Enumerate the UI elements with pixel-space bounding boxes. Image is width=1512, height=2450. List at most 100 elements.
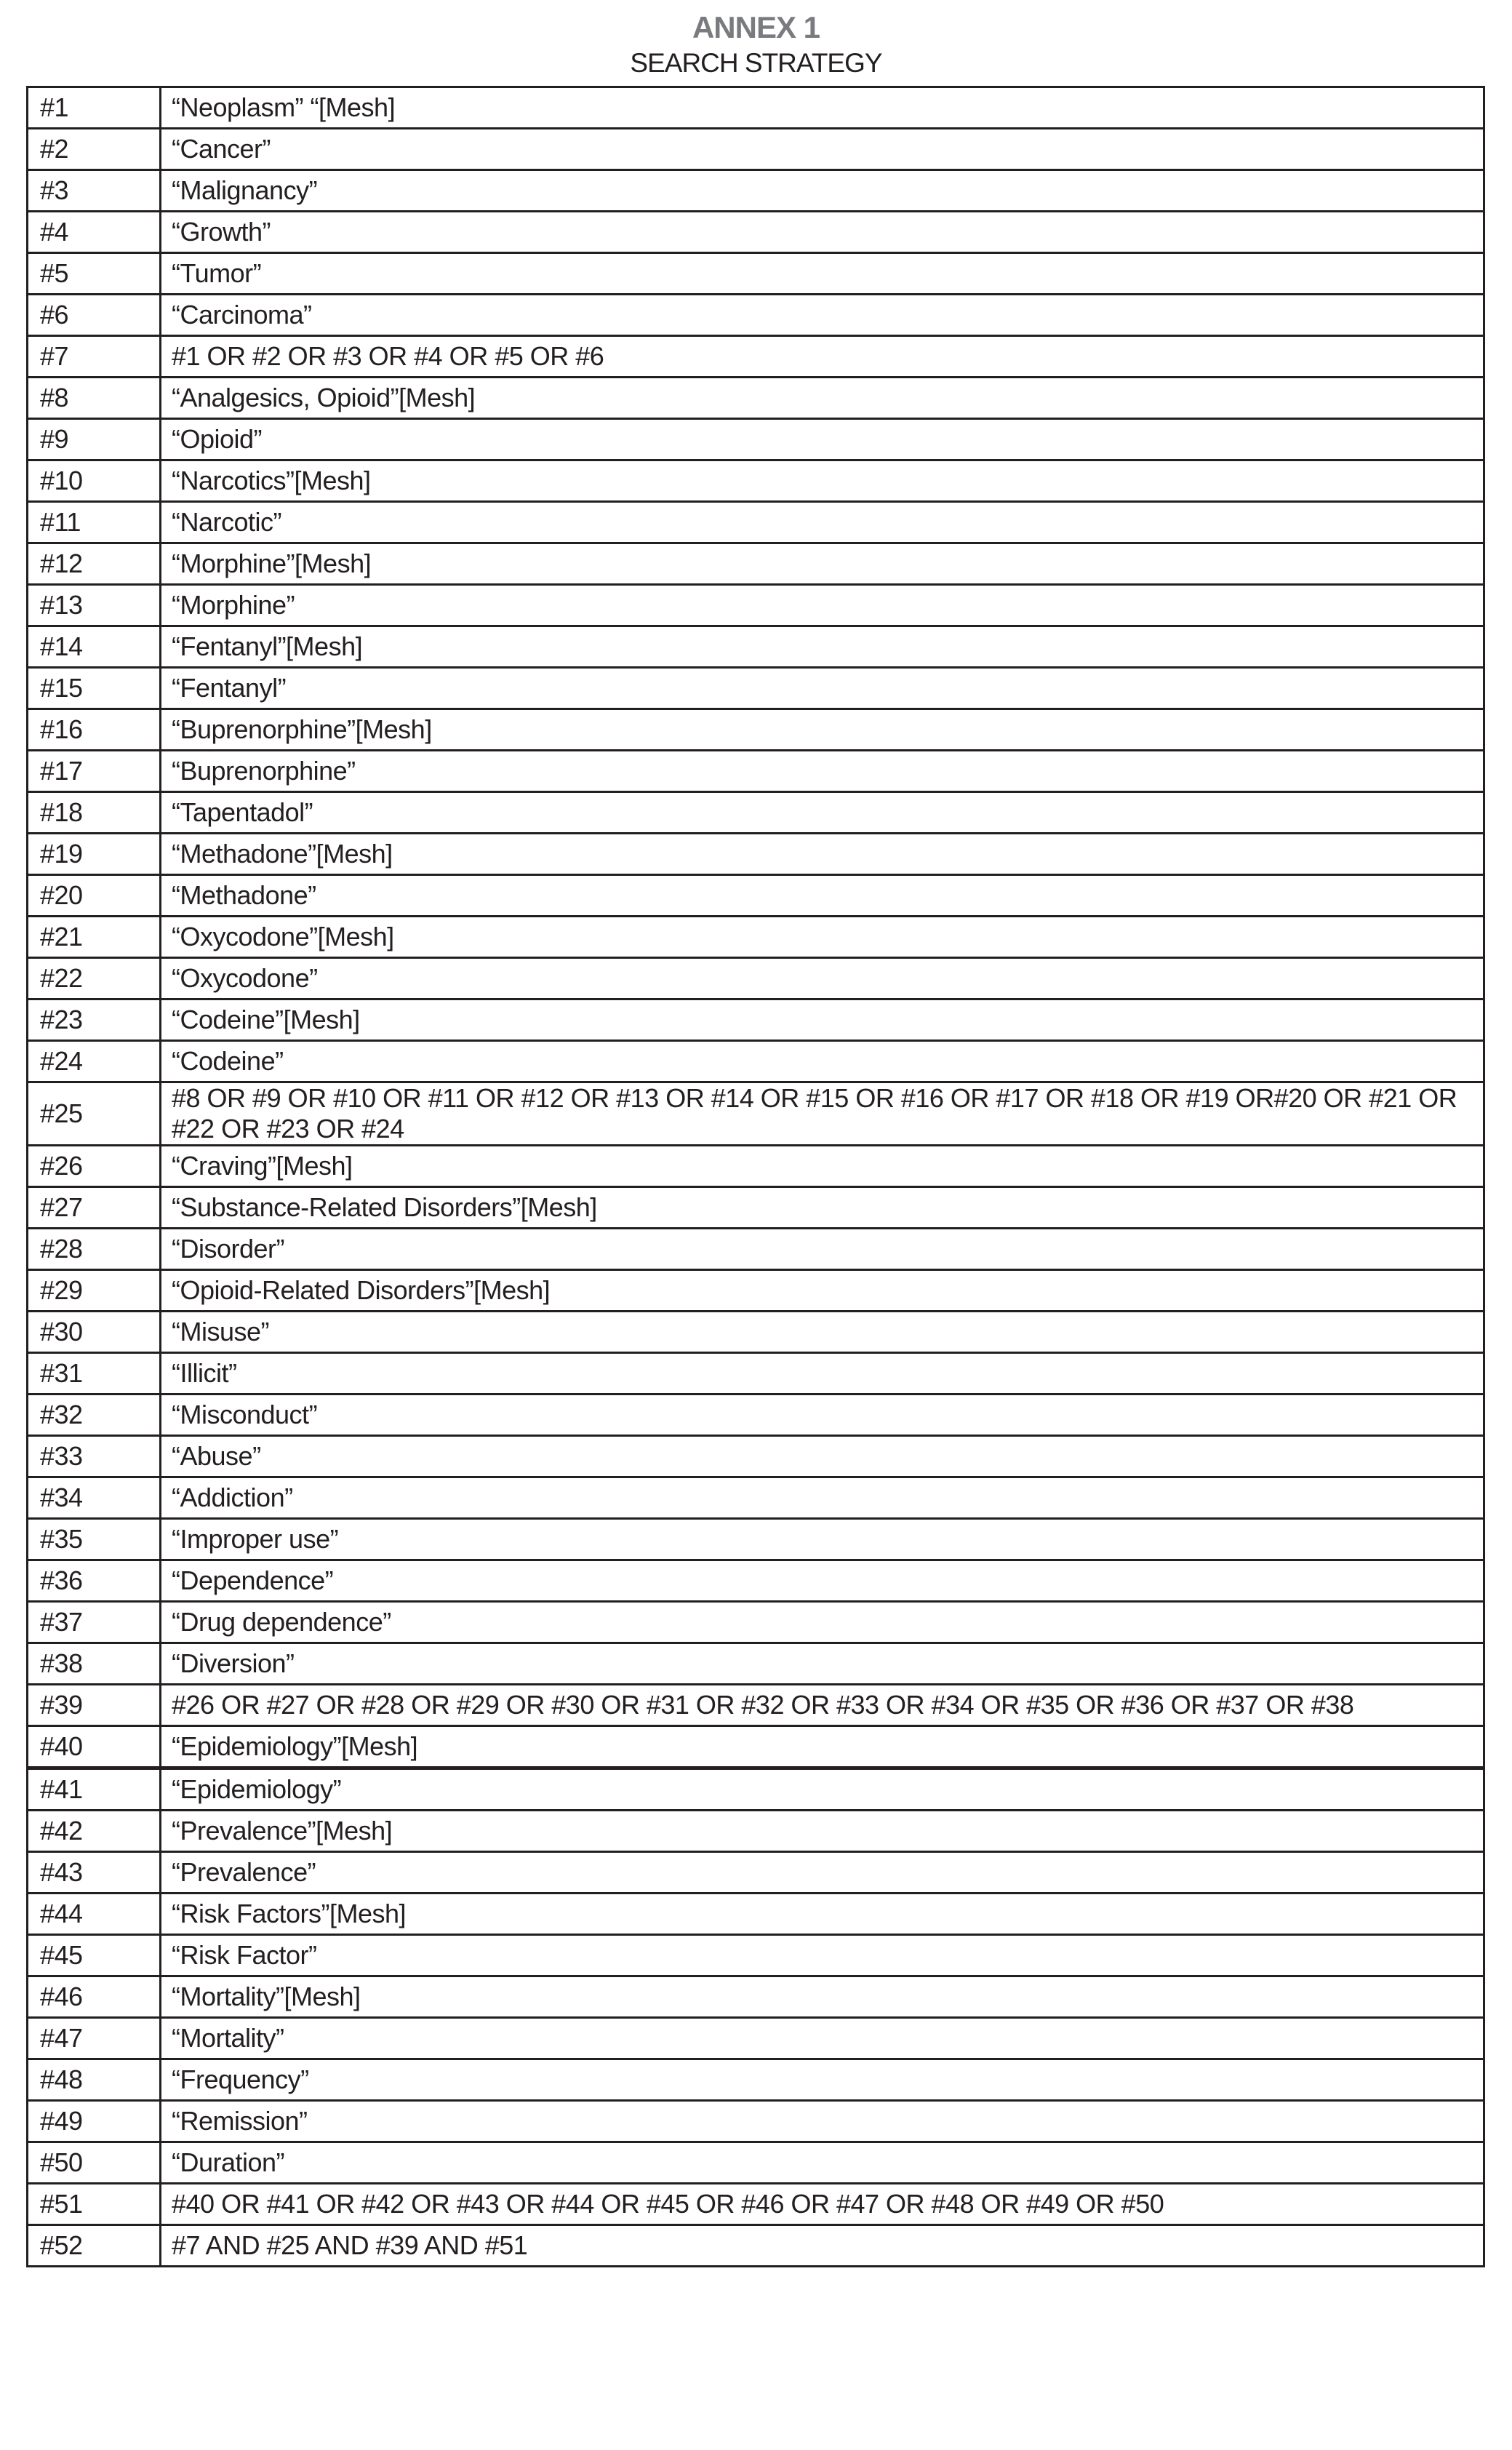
table-row: #37 “Drug dependence” [26,1600,1485,1644]
search-number: #38 [26,1642,161,1685]
search-number: #18 [26,791,161,834]
search-query: #7 AND #25 AND #39 AND #51 [159,2224,1485,2267]
search-query: “Codeine”[Mesh] [159,998,1485,1042]
table-row: #40 “Epidemiology”[Mesh] [26,1725,1485,1769]
search-query: “Illicit” [159,1352,1485,1395]
table-row: #39 #26 OR #27 OR #28 OR #29 OR #30 OR #3… [26,1683,1485,1727]
search-query: “Epidemiology” [159,1766,1485,1811]
search-query: “Mortality”[Mesh] [159,1975,1485,2019]
table-row: #18 “Tapentadol” [26,791,1485,834]
search-number: #25 [26,1081,161,1146]
search-number: #34 [26,1476,161,1520]
search-number: #6 [26,293,161,337]
search-query: “Epidemiology”[Mesh] [159,1725,1485,1769]
table-row: #38 “Diversion” [26,1642,1485,1685]
table-row: #45 “Risk Factor” [26,1934,1485,1977]
search-query: “Opioid-Related Disorders”[Mesh] [159,1269,1485,1312]
search-number: #3 [26,169,161,212]
search-query: “Oxycodone” [159,957,1485,1000]
table-row: #11 “Narcotic” [26,500,1485,544]
table-row: #44 “Risk Factors”[Mesh] [26,1892,1485,1936]
table-row: #5 “Tumor” [26,252,1485,295]
search-number: #21 [26,915,161,959]
table-row: #28 “Disorder” [26,1227,1485,1271]
search-query: “Misuse” [159,1310,1485,1354]
search-query: “Opioid” [159,418,1485,461]
search-query: “Remission” [159,2099,1485,2143]
table-row: #12 “Morphine”[Mesh] [26,542,1485,586]
search-query: “Duration” [159,2141,1485,2184]
search-query: “Methadone”[Mesh] [159,832,1485,876]
table-row: #1 “Neoplasm” “[Mesh] [26,86,1485,129]
annex-subtitle: SEARCH STRATEGY [630,48,882,78]
table-row: #30 “Misuse” [26,1310,1485,1354]
search-number: #10 [26,459,161,503]
search-number: #16 [26,708,161,751]
search-number: #31 [26,1352,161,1395]
table-row: #8 “Analgesics, Opioid”[Mesh] [26,376,1485,420]
search-query: “Abuse” [159,1435,1485,1478]
search-number: #50 [26,2141,161,2184]
search-query: “Prevalence”[Mesh] [159,1809,1485,1853]
table-row: #48 “Frequency” [26,2058,1485,2102]
search-number: #30 [26,1310,161,1354]
search-number: #7 [26,335,161,378]
search-number: #47 [26,2016,161,2060]
table-row: #20 “Methadone” [26,874,1485,917]
table-row: #36 “Dependence” [26,1559,1485,1603]
table-row: #17 “Buprenorphine” [26,749,1485,793]
search-number: #4 [26,210,161,254]
table-row: #51 #40 OR #41 OR #42 OR #43 OR #44 OR #4… [26,2182,1485,2226]
search-query: “Misconduct” [159,1393,1485,1437]
search-query: “Narcotics”[Mesh] [159,459,1485,503]
search-query: “Tapentadol” [159,791,1485,834]
search-number: #11 [26,500,161,544]
table-row: #22 “Oxycodone” [26,957,1485,1000]
table-row: #7 #1 OR #2 OR #3 OR #4 OR #5 OR #6 [26,335,1485,378]
table-row: #13 “Morphine” [26,583,1485,627]
table-row: #42 “Prevalence”[Mesh] [26,1809,1485,1853]
table-row: #4 “Growth” [26,210,1485,254]
search-number: #33 [26,1435,161,1478]
search-query: “Analgesics, Opioid”[Mesh] [159,376,1485,420]
search-query: “Improper use” [159,1517,1485,1561]
search-number: #8 [26,376,161,420]
search-number: #45 [26,1934,161,1977]
table-row: #25 #8 OR #9 OR #10 OR #11 OR #12 OR #13 … [26,1081,1485,1146]
search-query: “Carcinoma” [159,293,1485,337]
table-row: #35 “Improper use” [26,1517,1485,1561]
search-number: #52 [26,2224,161,2267]
table-row: #19 “Methadone”[Mesh] [26,832,1485,876]
search-query: “Risk Factors”[Mesh] [159,1892,1485,1936]
search-number: #35 [26,1517,161,1561]
search-number: #42 [26,1809,161,1853]
search-number: #12 [26,542,161,586]
search-query: “Risk Factor” [159,1934,1485,1977]
table-row: #3 “Malignancy” [26,169,1485,212]
table-row: #24 “Codeine” [26,1040,1485,1083]
search-strategy-table: #1 “Neoplasm” “[Mesh] #2 “Cancer” #3 “Maligna… [26,86,1485,2267]
search-query: “Morphine”[Mesh] [159,542,1485,586]
table-row: #21 “Oxycodone”[Mesh] [26,915,1485,959]
search-query: “Mortality” [159,2016,1485,2060]
table-row: #15 “Fentanyl” [26,666,1485,710]
search-query: “Buprenorphine” [159,749,1485,793]
search-number: #2 [26,127,161,171]
table-row: #31 “Illicit” [26,1352,1485,1395]
table-row: #50 “Duration” [26,2141,1485,2184]
search-query: “Prevalence” [159,1851,1485,1894]
table-row: #6 “Carcinoma” [26,293,1485,337]
search-number: #23 [26,998,161,1042]
search-number: #48 [26,2058,161,2102]
search-number: #37 [26,1600,161,1644]
search-query: “Disorder” [159,1227,1485,1271]
search-number: #43 [26,1851,161,1894]
table-row: #16 “Buprenorphine”[Mesh] [26,708,1485,751]
search-query: “Methadone” [159,874,1485,917]
table-row: #29 “Opioid-Related Disorders”[Mesh] [26,1269,1485,1312]
table-row: #10 “Narcotics”[Mesh] [26,459,1485,503]
search-number: #36 [26,1559,161,1603]
search-query: “Codeine” [159,1040,1485,1083]
search-query: “Cancer” [159,127,1485,171]
search-number: #27 [26,1186,161,1229]
